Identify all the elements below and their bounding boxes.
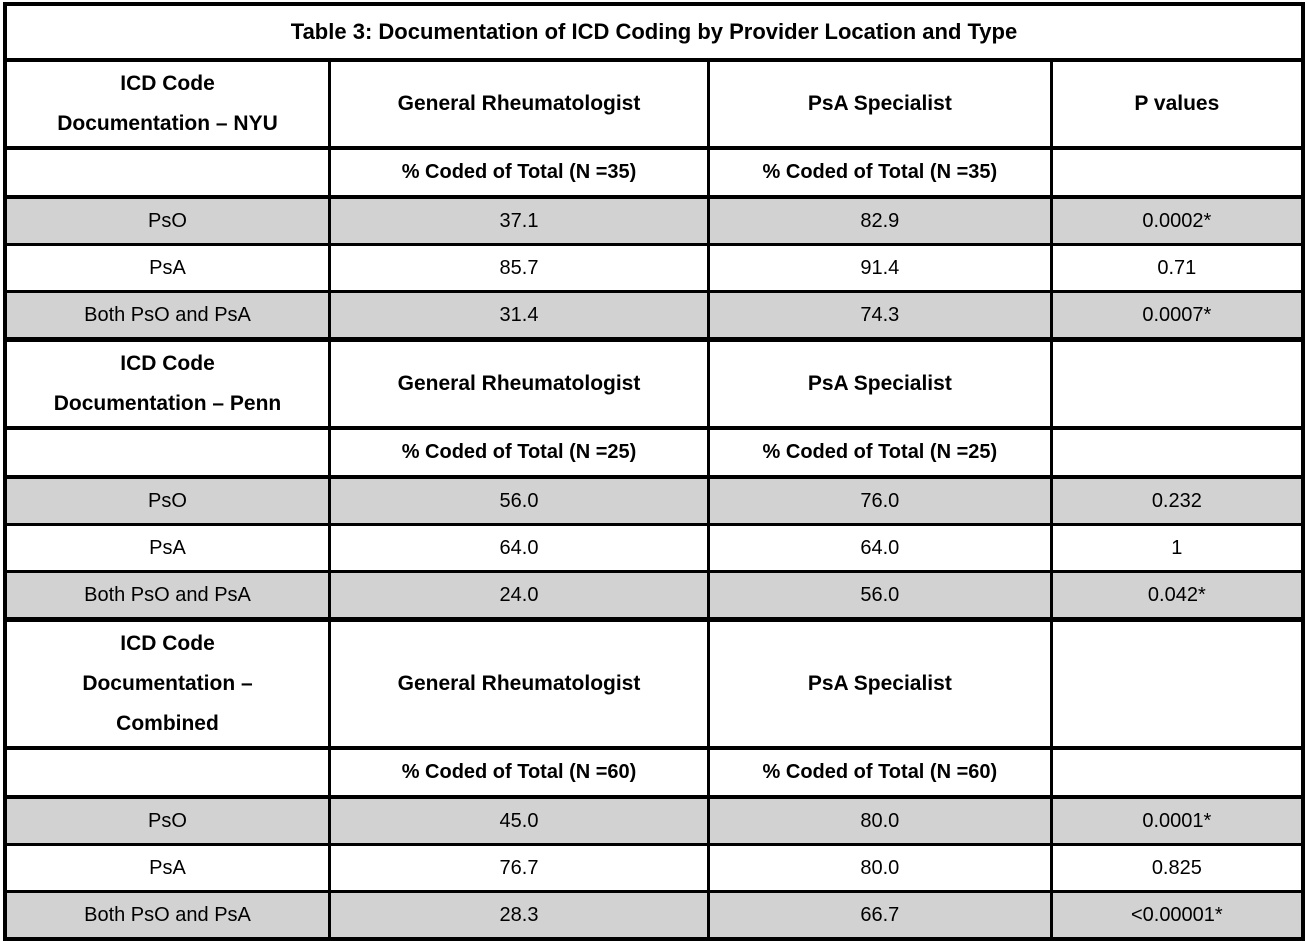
value-cell-specialist: 74.3 bbox=[707, 290, 1053, 341]
value-cell-general: 64.0 bbox=[327, 523, 711, 573]
row-label-cell: Both PsO and PsA bbox=[3, 570, 331, 621]
section-label-line: Documentation – bbox=[82, 672, 253, 695]
p-value-cell: 0.042* bbox=[1049, 570, 1305, 621]
column-header-psa-specialist: PsA Specialist bbox=[707, 617, 1053, 750]
section-label-line: Documentation – Penn bbox=[53, 392, 282, 415]
value-cell-general: 37.1 bbox=[327, 195, 711, 246]
value-cell-general: 24.0 bbox=[327, 570, 711, 621]
row-label-cell: Both PsO and PsA bbox=[3, 890, 331, 941]
column-header-psa-specialist: PsA Specialist bbox=[707, 337, 1053, 430]
section-label-line: ICD Code bbox=[120, 72, 215, 95]
p-value-cell: 0.825 bbox=[1049, 843, 1305, 893]
empty-cell bbox=[3, 146, 331, 199]
row-label-cell: PsA bbox=[3, 243, 331, 293]
empty-cell bbox=[1049, 146, 1305, 199]
table-row: PsO 45.0 80.0 0.0001* bbox=[3, 795, 1305, 846]
value-cell-general: 28.3 bbox=[327, 890, 711, 941]
section-label-line: ICD Code bbox=[120, 352, 215, 375]
row-label-cell: PsO bbox=[3, 195, 331, 246]
p-value-cell: 0.0001* bbox=[1049, 795, 1305, 846]
document-page: Table 3: Documentation of ICD Coding by … bbox=[3, 2, 1305, 941]
icd-coding-table: Table 3: Documentation of ICD Coding by … bbox=[3, 2, 1305, 941]
subheader-row-nyu: % Coded of Total (N =35) % Coded of Tota… bbox=[3, 146, 1305, 199]
column-header-psa-specialist: PsA Specialist bbox=[707, 58, 1053, 150]
section-label-combined: ICD Code Documentation – Combined bbox=[3, 617, 331, 750]
empty-cell bbox=[1049, 337, 1305, 430]
table-row: Both PsO and PsA 24.0 56.0 0.042* bbox=[3, 570, 1305, 621]
section-label-line: ICD Code bbox=[120, 632, 215, 655]
value-cell-specialist: 91.4 bbox=[707, 243, 1053, 293]
value-cell-specialist: 76.0 bbox=[707, 475, 1053, 526]
row-label-cell: PsA bbox=[3, 523, 331, 573]
p-value-cell: 0.0002* bbox=[1049, 195, 1305, 246]
table-title: Table 3: Documentation of ICD Coding by … bbox=[5, 4, 1303, 62]
p-value-cell: <0.00001* bbox=[1049, 890, 1305, 941]
value-cell-general: 56.0 bbox=[327, 475, 711, 526]
column-header-general-rheumatologist: General Rheumatologist bbox=[327, 617, 711, 750]
row-label-cell: PsO bbox=[3, 475, 331, 526]
column-header-general-rheumatologist: General Rheumatologist bbox=[327, 337, 711, 430]
table-title-row: Table 3: Documentation of ICD Coding by … bbox=[5, 4, 1303, 62]
table-row: PsA 85.7 91.4 0.71 bbox=[3, 243, 1305, 293]
subheader-specialist: % Coded of Total (N =25) bbox=[707, 426, 1053, 479]
subheader-specialist: % Coded of Total (N =60) bbox=[707, 746, 1053, 799]
section-label-nyu: ICD Code Documentation – NYU bbox=[3, 58, 331, 150]
table-row: Both PsO and PsA 28.3 66.7 <0.00001* bbox=[3, 890, 1305, 941]
value-cell-specialist: 80.0 bbox=[707, 795, 1053, 846]
table-row: PsA 64.0 64.0 1 bbox=[3, 523, 1305, 573]
column-header-p-values: P values bbox=[1049, 58, 1305, 150]
section-label-line: Documentation – NYU bbox=[57, 112, 278, 135]
subheader-row-combined: % Coded of Total (N =60) % Coded of Tota… bbox=[3, 746, 1305, 799]
value-cell-general: 45.0 bbox=[327, 795, 711, 846]
value-cell-general: 85.7 bbox=[327, 243, 711, 293]
value-cell-specialist: 56.0 bbox=[707, 570, 1053, 621]
subheader-row-penn: % Coded of Total (N =25) % Coded of Tota… bbox=[3, 426, 1305, 479]
section-header-nyu: ICD Code Documentation – NYU General Rhe… bbox=[3, 58, 1305, 150]
empty-cell bbox=[3, 746, 331, 799]
empty-cell bbox=[1049, 426, 1305, 479]
table-row: PsA 76.7 80.0 0.825 bbox=[3, 843, 1305, 893]
table-row: Both PsO and PsA 31.4 74.3 0.0007* bbox=[3, 290, 1305, 341]
section-header-combined: ICD Code Documentation – Combined Genera… bbox=[3, 617, 1305, 750]
value-cell-specialist: 82.9 bbox=[707, 195, 1053, 246]
value-cell-general: 76.7 bbox=[327, 843, 711, 893]
subheader-specialist: % Coded of Total (N =35) bbox=[707, 146, 1053, 199]
subheader-general: % Coded of Total (N =35) bbox=[327, 146, 711, 199]
column-header-general-rheumatologist: General Rheumatologist bbox=[327, 58, 711, 150]
empty-cell bbox=[1049, 746, 1305, 799]
section-label-penn: ICD Code Documentation – Penn bbox=[3, 337, 331, 430]
subheader-general: % Coded of Total (N =25) bbox=[327, 426, 711, 479]
row-label-cell: PsA bbox=[3, 843, 331, 893]
section-label-line: Combined bbox=[116, 712, 219, 735]
section-header-penn: ICD Code Documentation – Penn General Rh… bbox=[3, 337, 1305, 430]
empty-cell bbox=[1049, 617, 1305, 750]
table-row: PsO 56.0 76.0 0.232 bbox=[3, 475, 1305, 526]
table-row: PsO 37.1 82.9 0.0002* bbox=[3, 195, 1305, 246]
p-value-cell: 0.232 bbox=[1049, 475, 1305, 526]
value-cell-specialist: 64.0 bbox=[707, 523, 1053, 573]
value-cell-general: 31.4 bbox=[327, 290, 711, 341]
row-label-cell: PsO bbox=[3, 795, 331, 846]
row-label-cell: Both PsO and PsA bbox=[3, 290, 331, 341]
p-value-cell: 0.0007* bbox=[1049, 290, 1305, 341]
value-cell-specialist: 80.0 bbox=[707, 843, 1053, 893]
subheader-general: % Coded of Total (N =60) bbox=[327, 746, 711, 799]
p-value-cell: 1 bbox=[1049, 523, 1305, 573]
empty-cell bbox=[3, 426, 331, 479]
value-cell-specialist: 66.7 bbox=[707, 890, 1053, 941]
p-value-cell: 0.71 bbox=[1049, 243, 1305, 293]
